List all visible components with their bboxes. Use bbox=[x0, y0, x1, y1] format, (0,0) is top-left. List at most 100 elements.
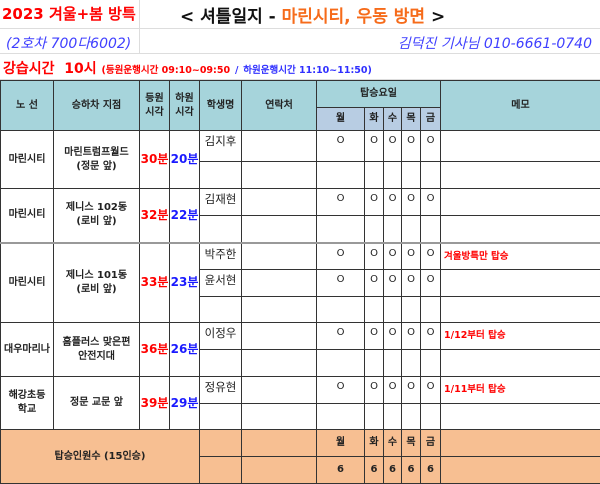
header-route: 노 선 bbox=[0, 80, 54, 131]
day-mark: O bbox=[316, 269, 365, 297]
header-day-2: 수 bbox=[383, 107, 402, 131]
day-mark bbox=[364, 215, 384, 243]
day-mark: O bbox=[420, 241, 441, 270]
day-mark: O bbox=[401, 322, 421, 350]
stop-cell: 제니스 101동 (로비 앞) bbox=[53, 241, 140, 323]
table-row: 해강초등 학교 정문 교문 앞 39분 29분 정유현 O O O O O 1/11부터 탑승 bbox=[0, 376, 600, 430]
pickup-time: 32분 bbox=[139, 188, 170, 243]
dropoff-time: 20분 bbox=[169, 130, 200, 189]
route-cell: 마린시티 bbox=[0, 241, 54, 323]
student-name bbox=[199, 403, 242, 430]
student-name bbox=[199, 215, 242, 243]
day-mark: O bbox=[401, 241, 421, 270]
stop-line: 정문 교문 앞 bbox=[70, 397, 123, 408]
memo-cell bbox=[440, 269, 600, 297]
day-mark bbox=[316, 161, 365, 189]
day-mark: O bbox=[383, 188, 402, 216]
class-time-label: 강습시간 bbox=[3, 61, 55, 77]
header-contact: 연락처 bbox=[241, 80, 317, 131]
day-mark: O bbox=[383, 241, 402, 270]
footer-days-4: 금 bbox=[420, 429, 441, 457]
day-mark bbox=[383, 161, 402, 189]
dropoff-time: 23분 bbox=[169, 241, 200, 323]
day-mark: O bbox=[420, 322, 441, 350]
memo-cell: 1/12부터 탑승 bbox=[440, 322, 600, 350]
title-prefix: < 셔틀일지 - bbox=[180, 7, 276, 27]
header-dropoff: 하원 시각 bbox=[169, 80, 200, 131]
day-mark bbox=[383, 349, 402, 377]
footer-counts-3: 6 bbox=[401, 456, 421, 484]
contact-cell bbox=[241, 130, 317, 162]
header-day-0: 월 bbox=[316, 107, 365, 131]
contact-cell bbox=[241, 349, 317, 377]
student-name bbox=[199, 349, 242, 377]
page-title: < 셔틀일지 - 마린시티, 우동 방면 > bbox=[180, 2, 445, 27]
footer-days-2: 수 bbox=[383, 429, 402, 457]
vehicle-row: (2호차 700다6002) 김덕진 기사님 010-6661-0740 bbox=[0, 29, 600, 54]
note-separator: / bbox=[234, 65, 239, 76]
memo-cell bbox=[440, 215, 600, 243]
memo-cell bbox=[440, 161, 600, 189]
day-mark bbox=[420, 296, 441, 323]
day-mark bbox=[420, 349, 441, 377]
footer-counts-0: 6 bbox=[316, 456, 365, 484]
stop-cell: 마린트럼프월드 (정문 앞) bbox=[53, 130, 140, 189]
pickup-time: 36분 bbox=[139, 322, 170, 377]
route-cell: 마린시티 bbox=[0, 130, 54, 189]
day-mark: O bbox=[383, 376, 402, 404]
dropoff-note: 하원운행시간 11:10~11:50) bbox=[243, 65, 372, 76]
class-time-value: 10시 bbox=[64, 61, 97, 77]
day-mark bbox=[364, 349, 384, 377]
day-mark: O bbox=[364, 188, 384, 216]
dropoff-time: 22분 bbox=[169, 188, 200, 243]
contact-cell bbox=[241, 403, 317, 430]
day-mark: O bbox=[420, 130, 441, 162]
pickup-time: 39분 bbox=[139, 376, 170, 430]
contact-cell bbox=[241, 322, 317, 350]
footer-memo bbox=[440, 456, 600, 484]
driver-info: 김덕진 기사님 010-6661-0740 bbox=[397, 36, 592, 52]
header-pickup: 등원 시각 bbox=[139, 80, 170, 131]
dropoff-time: 26분 bbox=[169, 322, 200, 377]
contact-cell bbox=[241, 376, 317, 404]
pickup-note: (등원운행시간 09:10~09:50 bbox=[101, 65, 231, 76]
table-row bbox=[1, 296, 600, 323]
title-row: 2023 겨울+봄 방특 < 셔틀일지 - 마린시티, 우동 방면 > bbox=[0, 0, 600, 54]
contact-cell bbox=[241, 241, 317, 270]
header-day-1: 화 bbox=[364, 107, 384, 131]
table-row: 대우마리나 홈플러스 맞은편 안전지대 36분 26분 이정우 O O O O O 1/12부터 탑승 bbox=[0, 322, 600, 377]
footer-counts-4: 6 bbox=[420, 456, 441, 484]
header-day-4: 금 bbox=[420, 107, 441, 131]
day-mark bbox=[383, 296, 402, 323]
stop-line: (로비 앞) bbox=[76, 216, 117, 228]
memo-cell bbox=[440, 188, 600, 216]
student-name bbox=[199, 296, 242, 323]
stop-line: (로비 앞) bbox=[76, 283, 117, 295]
day-mark bbox=[316, 349, 365, 377]
day-mark bbox=[401, 161, 421, 189]
memo-cell bbox=[440, 403, 600, 430]
stop-line: 제니스 102동 bbox=[65, 202, 128, 214]
route-cell: 마린시티 bbox=[0, 188, 54, 243]
day-mark: O bbox=[401, 188, 421, 216]
stop-line: 제니스 101동 bbox=[65, 269, 128, 281]
footer-counts-2: 6 bbox=[383, 456, 402, 484]
footer-label: 탑승인원수 (15인승) bbox=[0, 429, 200, 484]
table-row: 마린시티 제니스 102동 (로비 앞) 32분 22분 김재현 O O O O O bbox=[0, 188, 600, 243]
day-mark: O bbox=[364, 241, 384, 270]
memo-cell bbox=[440, 349, 600, 377]
footer-days-1: 화 bbox=[364, 429, 384, 457]
day-mark: O bbox=[401, 130, 421, 162]
title-route: 마린시티, 우동 방면 bbox=[281, 7, 426, 27]
vehicle-info: (2호차 700다6002) bbox=[6, 36, 132, 52]
day-mark bbox=[420, 161, 441, 189]
student-name: 김지후 bbox=[199, 130, 242, 162]
day-mark bbox=[383, 215, 402, 243]
day-mark: O bbox=[420, 376, 441, 404]
contact-cell bbox=[241, 296, 317, 323]
memo-cell bbox=[440, 296, 600, 323]
student-name: 윤서현 bbox=[199, 269, 242, 297]
day-mark bbox=[420, 403, 441, 430]
day-mark: O bbox=[316, 188, 365, 216]
